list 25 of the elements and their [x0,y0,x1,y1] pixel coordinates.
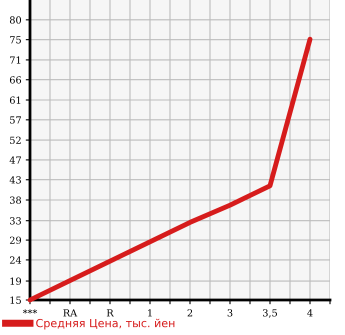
y-tick-label: 43 [10,176,21,184]
x-tick-label: *** [22,309,38,314]
x-tick-label: 4 [307,309,313,316]
y-tick-label: 66 [10,76,22,84]
x-tick-label: 1 [148,309,152,316]
y-tick-label: 71 [10,56,20,64]
legend-label: Средняя Цена, тыс. йен [36,318,174,330]
x-tick-label: RA [63,309,78,316]
x-tick-label: 3,5 [263,309,277,318]
x-tick-label: R [106,309,114,316]
y-tick-label: 80 [10,16,22,24]
y-tick-label: 15 [10,296,21,304]
y-tick-label: 19 [10,278,22,285]
y-tick-label: 61 [10,96,20,104]
y-tick-label: 57 [10,116,21,124]
y-tick-label: 33 [10,217,21,225]
y-tick-label: 52 [10,136,21,144]
y-tick-label: 75 [10,36,21,44]
y-tick-label: 24 [10,256,22,264]
x-tick-label: 3 [228,309,232,317]
y-tick-label: 29 [10,236,22,244]
line-series [28,36,312,302]
x-tick-label: 2 [188,309,192,316]
y-tick-label: 47 [10,156,21,164]
y-tick-label: 38 [10,196,22,204]
